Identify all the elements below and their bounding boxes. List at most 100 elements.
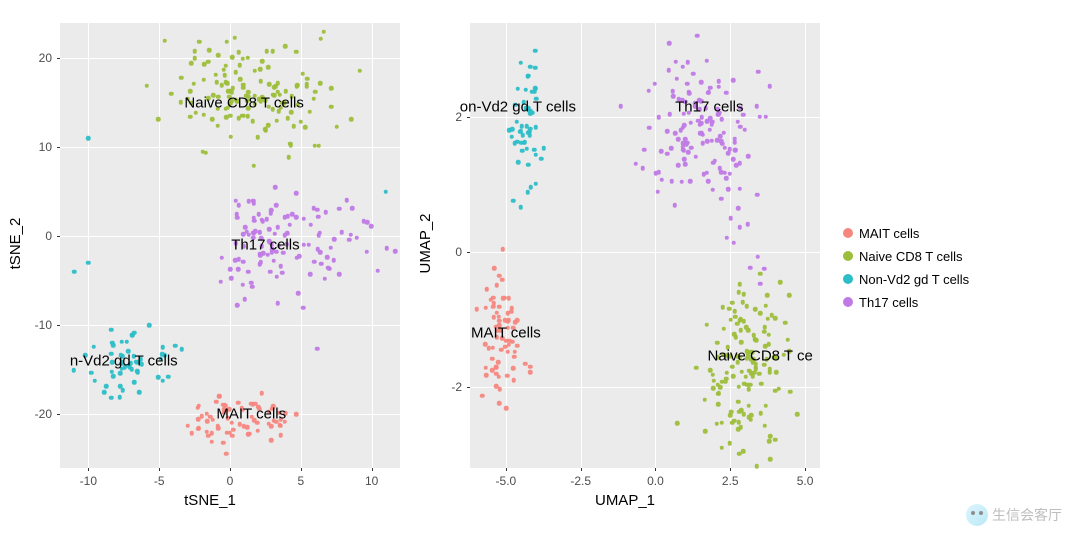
scatter-point <box>188 89 193 94</box>
scatter-point <box>274 203 279 208</box>
scatter-point <box>503 345 508 350</box>
scatter-point <box>215 80 220 85</box>
scatter-point <box>104 384 109 389</box>
scatter-point <box>764 304 769 309</box>
scatter-point <box>260 59 265 64</box>
scatter-point <box>695 33 700 38</box>
scatter-point <box>276 81 281 86</box>
scatter-point <box>269 208 274 213</box>
scatter-point <box>703 429 708 434</box>
scatter-point <box>245 229 250 234</box>
scatter-point <box>232 35 237 40</box>
scatter-point <box>163 39 168 44</box>
scatter-point <box>214 72 219 77</box>
scatter-point <box>296 291 301 296</box>
scatter-point <box>512 354 517 359</box>
scatter-point <box>719 421 724 426</box>
scatter-point <box>679 179 684 184</box>
x-axis-title: UMAP_1 <box>415 492 835 509</box>
scatter-point <box>533 66 538 71</box>
scatter-point <box>286 116 291 121</box>
plot-area: Naive CD8 T cellsTh17 cellsn-Vd2 gd T ce… <box>60 23 400 468</box>
scatter-point <box>266 123 271 128</box>
cluster-label: Th17 cells <box>231 237 299 254</box>
scatter-point <box>737 409 742 414</box>
scatter-point <box>319 261 324 266</box>
scatter-point <box>708 368 713 373</box>
scatter-point <box>179 76 184 81</box>
scatter-point <box>253 69 258 74</box>
scatter-point <box>301 71 306 76</box>
legend-dot <box>843 274 853 284</box>
scatter-point <box>667 68 672 73</box>
scatter-point <box>237 50 242 55</box>
scatter-point <box>93 379 98 384</box>
scatter-point <box>219 280 224 285</box>
scatter-point <box>699 115 704 120</box>
scatter-point <box>384 189 389 194</box>
scatter-point <box>689 120 694 125</box>
scatter-point <box>169 91 174 96</box>
scatter-point <box>682 157 687 162</box>
scatter-point <box>238 77 243 82</box>
scatter-point <box>235 303 240 308</box>
scatter-point <box>161 345 166 350</box>
scatter-point <box>665 152 670 157</box>
scatter-point <box>758 282 763 287</box>
scatter-point <box>483 342 488 347</box>
scatter-point <box>521 133 526 138</box>
scatter-point <box>196 417 201 422</box>
scatter-point <box>716 391 721 396</box>
scatter-point <box>329 86 334 91</box>
scatter-point <box>286 155 291 160</box>
scatter-point <box>670 89 675 94</box>
scatter-point <box>737 225 742 230</box>
scatter-point <box>216 123 221 128</box>
scatter-point <box>86 136 91 141</box>
scatter-point <box>245 425 250 430</box>
scatter-point <box>702 172 707 177</box>
scatter-point <box>764 114 769 119</box>
scatter-point <box>272 259 277 264</box>
scatter-point <box>156 117 161 122</box>
scatter-point <box>724 377 729 382</box>
scatter-point <box>767 370 772 375</box>
scatter-point <box>619 104 624 109</box>
scatter-point <box>755 254 760 259</box>
scatter-point <box>308 272 313 277</box>
scatter-point <box>733 140 738 145</box>
scatter-point <box>269 438 274 443</box>
scatter-point <box>251 119 256 124</box>
scatter-point <box>721 327 726 332</box>
scatter-point <box>541 146 546 151</box>
scatter-point <box>92 345 97 350</box>
x-tick-label: 5.0 <box>797 474 814 488</box>
scatter-point <box>144 84 149 89</box>
scatter-point <box>224 80 229 85</box>
scatter-point <box>685 60 690 65</box>
scatter-point <box>721 305 726 310</box>
scatter-point <box>302 243 307 248</box>
scatter-point <box>778 280 783 285</box>
scatter-point <box>733 315 738 320</box>
scatter-point <box>375 268 380 273</box>
scatter-point <box>297 254 302 259</box>
scatter-point <box>260 219 265 224</box>
scatter-point <box>523 140 528 145</box>
scatter-point <box>229 276 234 281</box>
scatter-point <box>526 163 531 168</box>
legend-label: MAIT cells <box>859 226 919 241</box>
scatter-point <box>711 386 716 391</box>
scatter-point <box>539 157 544 162</box>
scatter-point <box>179 100 184 105</box>
scatter-point <box>759 381 764 386</box>
scatter-point <box>534 125 539 130</box>
scatter-point <box>147 323 152 328</box>
scatter-point <box>687 91 692 96</box>
scatter-point <box>345 198 350 203</box>
scatter-point <box>223 64 228 69</box>
scatter-point <box>280 270 285 275</box>
scatter-point <box>276 225 281 230</box>
scatter-point <box>270 49 275 54</box>
scatter-point <box>736 206 741 211</box>
